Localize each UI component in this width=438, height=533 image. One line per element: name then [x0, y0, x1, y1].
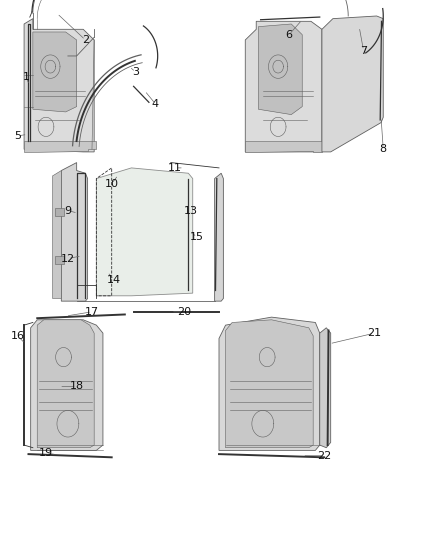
Text: 4: 4 — [152, 99, 159, 109]
Polygon shape — [61, 163, 88, 301]
Text: 12: 12 — [61, 254, 75, 263]
Polygon shape — [219, 317, 320, 450]
Text: 13: 13 — [184, 206, 198, 215]
Text: 7: 7 — [360, 46, 367, 55]
Polygon shape — [24, 141, 96, 152]
Text: 14: 14 — [107, 275, 121, 285]
Text: 19: 19 — [39, 448, 53, 458]
Polygon shape — [258, 24, 302, 115]
Polygon shape — [53, 171, 61, 298]
Text: 8: 8 — [380, 144, 387, 154]
Polygon shape — [215, 173, 223, 301]
Text: 2: 2 — [82, 35, 89, 45]
Polygon shape — [33, 32, 77, 112]
Polygon shape — [320, 328, 331, 448]
Text: 5: 5 — [14, 131, 21, 141]
Text: 1: 1 — [23, 72, 30, 82]
Text: 16: 16 — [11, 331, 25, 341]
Text: 18: 18 — [70, 382, 84, 391]
Text: 11: 11 — [168, 163, 182, 173]
Text: 22: 22 — [317, 451, 331, 461]
Text: 6: 6 — [286, 30, 293, 39]
Polygon shape — [322, 16, 383, 152]
Polygon shape — [24, 19, 94, 152]
Polygon shape — [55, 256, 64, 264]
Polygon shape — [55, 208, 64, 216]
Text: 21: 21 — [367, 328, 381, 338]
Text: 20: 20 — [177, 307, 191, 317]
Text: 15: 15 — [190, 232, 204, 242]
Text: 17: 17 — [85, 307, 99, 317]
Text: 10: 10 — [105, 179, 119, 189]
Text: 9: 9 — [64, 206, 71, 215]
Text: 3: 3 — [132, 67, 139, 77]
Polygon shape — [245, 21, 322, 152]
Polygon shape — [226, 320, 313, 448]
Polygon shape — [245, 141, 322, 152]
Polygon shape — [37, 320, 94, 448]
Polygon shape — [96, 168, 193, 296]
Polygon shape — [31, 320, 103, 450]
